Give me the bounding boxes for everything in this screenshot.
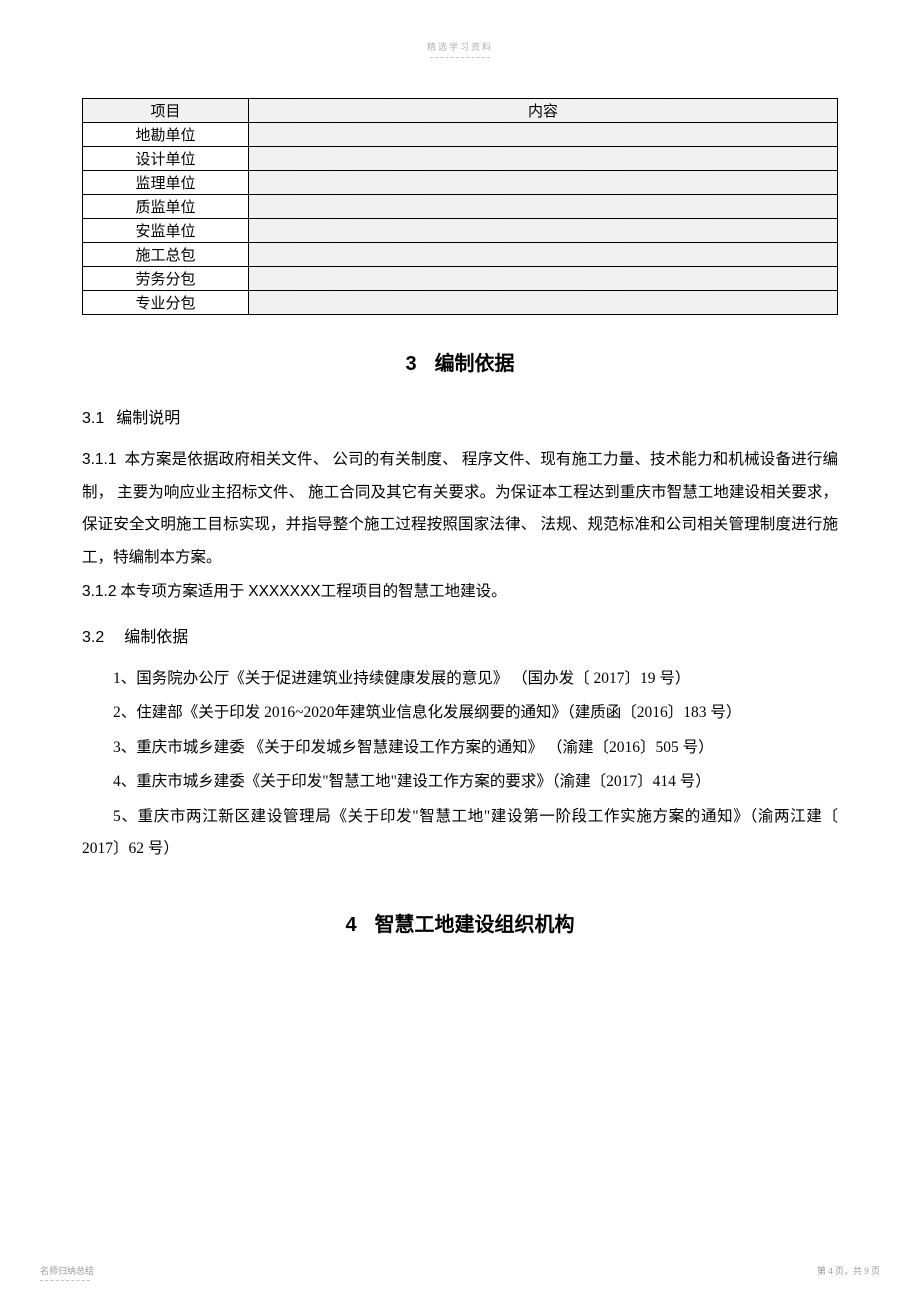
table-row: 监理单位 — [83, 171, 838, 195]
para-3-1-1: 3.1.1 本方案是依据政府相关文件、 公司的有关制度、 程序文件、现有施工力量… — [82, 444, 838, 574]
table-label: 监理单位 — [83, 171, 249, 195]
project-table: 项目 内容 地勘单位 设计单位 监理单位 质监单位 安监单位 施工总包 劳务分包… — [82, 98, 838, 315]
table-content — [249, 195, 838, 219]
table-label: 劳务分包 — [83, 267, 249, 291]
table-content — [249, 147, 838, 171]
ref-item: 2、住建部《关于印发 2016~2020年建筑业信息化发展纲要的通知》（建质函〔… — [82, 697, 838, 730]
header-watermark: 精选学习资料 — [82, 40, 838, 53]
table-row: 专业分包 — [83, 291, 838, 315]
ref-item: 5、重庆市两江新区建设管理局《关于印发"智慧工地"建设第一阶段工作实施方案的通知… — [82, 801, 838, 866]
table-row: 地勘单位 — [83, 123, 838, 147]
ref-item: 3、重庆市城乡建委 《关于印发城乡智慧建设工作方案的通知》 （渝建〔2016〕5… — [82, 732, 838, 765]
table-content — [249, 291, 838, 315]
table-label: 专业分包 — [83, 291, 249, 315]
subsection-3-2-number: 3.2 — [82, 629, 104, 646]
para-3-1-2-b: XXXXXXX — [248, 583, 320, 600]
para-3-1-2-num: 3.1.2 — [82, 583, 116, 600]
table-content — [249, 243, 838, 267]
table-label: 质监单位 — [83, 195, 249, 219]
para-3-1-2-c: 工程项目的智慧工地建设。 — [321, 583, 507, 600]
table-content — [249, 171, 838, 195]
header-divider — [430, 57, 490, 58]
para-3-1-2: 3.1.2 本专项方案适用于 XXXXXXX工程项目的智慧工地建设。 — [82, 576, 838, 609]
footer-right: 第 4 页，共 9 页 — [817, 1264, 880, 1281]
table-content — [249, 219, 838, 243]
subsection-3-1: 3.1 编制说明 — [82, 404, 838, 428]
subsection-3-2-title: 编制依据 — [124, 629, 188, 646]
table-header-row: 项目 内容 — [83, 99, 838, 123]
section-3-title: 3 编制依据 — [82, 347, 838, 376]
table-row: 施工总包 — [83, 243, 838, 267]
subsection-3-2: 3.2 编制依据 — [82, 623, 838, 647]
page-footer: 名师归纳总结 第 4 页，共 9 页 — [40, 1264, 880, 1281]
ref-item: 4、重庆市城乡建委《关于印发"智慧工地"建设工作方案的要求》（渝建〔2017〕4… — [82, 766, 838, 799]
table-row: 安监单位 — [83, 219, 838, 243]
table-header-col1: 项目 — [83, 99, 249, 123]
table-row: 质监单位 — [83, 195, 838, 219]
table-content — [249, 123, 838, 147]
section-4-title: 4 智慧工地建设组织机构 — [82, 908, 838, 937]
para-3-1-1-text: 本方案是依据政府相关文件、 公司的有关制度、 程序文件、现有施工力量、技术能力和… — [82, 451, 838, 566]
table-label: 设计单位 — [83, 147, 249, 171]
para-3-1-1-num: 3.1.1 — [82, 451, 116, 468]
table-row: 设计单位 — [83, 147, 838, 171]
section-3-number: 3 — [405, 353, 416, 375]
subsection-3-1-number: 3.1 — [82, 410, 104, 427]
para-3-1-2-a: 本专项方案适用于 — [120, 583, 248, 600]
table-label: 安监单位 — [83, 219, 249, 243]
section-3-text: 编制依据 — [435, 353, 515, 375]
table-row: 劳务分包 — [83, 267, 838, 291]
ref-item: 1、国务院办公厅《关于促进建筑业持续健康发展的意见》 （国办发〔 2017〕19… — [82, 663, 838, 696]
footer-left: 名师归纳总结 — [40, 1266, 94, 1276]
section-4-number: 4 — [345, 914, 356, 936]
section-4-text: 智慧工地建设组织机构 — [375, 914, 575, 936]
subsection-3-1-title: 编制说明 — [116, 410, 180, 427]
table-header-col2: 内容 — [249, 99, 838, 123]
table-label: 施工总包 — [83, 243, 249, 267]
table-label: 地勘单位 — [83, 123, 249, 147]
table-content — [249, 267, 838, 291]
footer-divider — [40, 1280, 90, 1281]
